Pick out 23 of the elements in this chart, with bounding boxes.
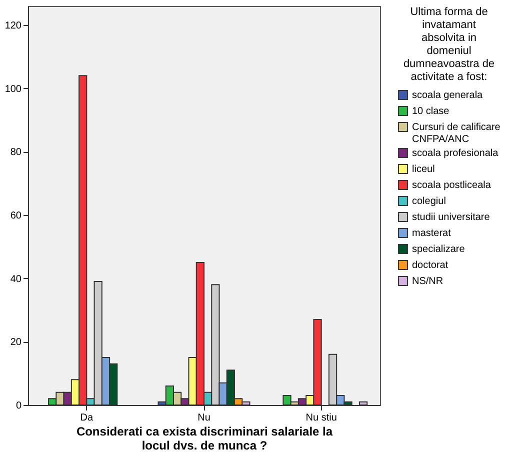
legend-title: Ultima forma de invatamant absolvita in domeniul dumneavoastra de activitate a fost: <box>403 6 495 83</box>
y-tick-label: 100 <box>4 84 22 95</box>
legend-label: scoala postliceala <box>412 180 492 191</box>
legend-label: liceul <box>412 164 435 175</box>
legend-label: colegiul <box>412 196 446 207</box>
x-tick-label: Da <box>80 412 94 424</box>
legend-label: specializare <box>412 244 466 255</box>
legend-label: NS/NR <box>412 276 444 287</box>
x-tick-label: Nu <box>198 412 210 424</box>
x-tick-label: Nu stiu <box>306 412 337 424</box>
y-tick-label: 60 <box>10 210 22 222</box>
y-tick-label: 20 <box>10 337 22 348</box>
y-tick-label: 120 <box>4 20 22 32</box>
legend-label: doctorat <box>412 260 448 271</box>
x-axis-title: Considerati ca exista discriminari salariale la locul dvs. de munca ? <box>76 424 333 452</box>
legend-label: 10 clase <box>412 106 450 117</box>
legend-label: studii universitare <box>412 212 490 223</box>
y-tick-label: 0 <box>16 400 22 412</box>
y-tick-label: 80 <box>10 147 22 158</box>
legend-label: scoala generala <box>412 90 484 101</box>
legend-label: scoala profesionala <box>412 148 499 159</box>
legend-label: masterat <box>412 228 452 239</box>
y-tick-label: 40 <box>10 274 22 285</box>
